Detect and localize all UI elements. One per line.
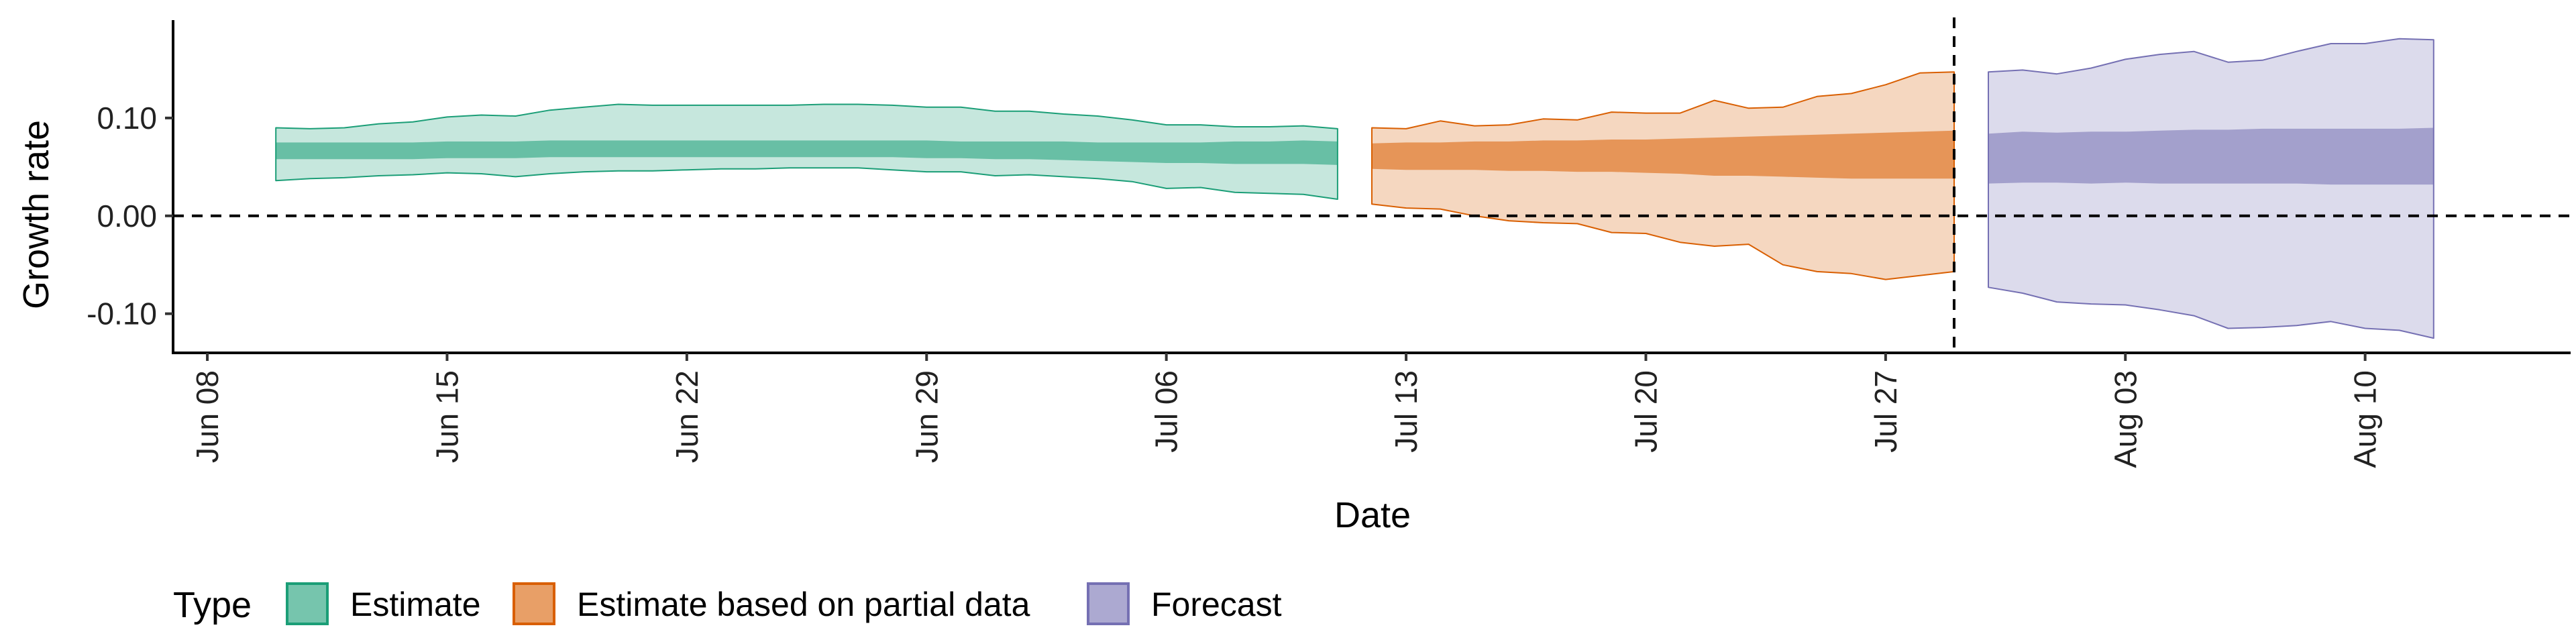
x-tick-label: Aug 10 — [2348, 370, 2383, 468]
series-2 — [1988, 38, 2434, 339]
x-tick-label: Jul 20 — [1628, 370, 1663, 453]
series-2-outer-band — [1988, 38, 2434, 339]
legend-item: Estimate — [286, 582, 481, 625]
legend-items: Estimate Estimate based on partial data Fo… — [286, 582, 1282, 625]
legend-title: Type — [173, 585, 252, 625]
legend-label: Estimate — [350, 586, 481, 623]
x-tick-label: Jul 13 — [1389, 370, 1424, 453]
x-tick-label: Jun 08 — [190, 370, 225, 463]
x-tick-label: Jul 27 — [1868, 370, 1903, 453]
axes — [172, 20, 2571, 354]
legend-label: Forecast — [1151, 586, 1282, 623]
legend: Type Estimate Estimate based on partial d… — [173, 582, 1282, 625]
x-axis-ticks: Jun 08 Jun 15 Jun 22 Jun 29 Jul 06 Jul 13 Jul … — [190, 353, 2383, 468]
x-tick-label: Jun 22 — [669, 370, 704, 463]
series-2-inner-band — [1988, 127, 2434, 185]
series-1 — [1371, 71, 1955, 280]
series-bands — [275, 38, 2434, 339]
series-0-inner-band — [276, 140, 1338, 165]
y-tick-label: 0.00 — [97, 199, 157, 233]
x-tick-label: Aug 03 — [2108, 370, 2143, 468]
x-tick-label: Jul 06 — [1149, 370, 1184, 453]
legend-item: Forecast — [1087, 582, 1282, 625]
series-0 — [275, 103, 1338, 200]
legend-label: Estimate based on partial data — [577, 586, 1030, 623]
legend-swatch — [1087, 582, 1130, 625]
legend-item: Estimate based on partial data — [513, 582, 1030, 625]
y-tick-label: -0.10 — [87, 297, 157, 331]
x-tick-label: Jun 29 — [909, 370, 944, 463]
series-1-inner-band — [1372, 130, 1954, 179]
legend-swatch — [513, 582, 555, 625]
x-axis-title: Date — [1334, 495, 1411, 535]
y-axis-title: Growth rate — [16, 120, 56, 309]
y-tick-label: 0.10 — [97, 101, 157, 136]
legend-swatch — [286, 582, 329, 625]
x-tick-label: Jun 15 — [429, 370, 464, 463]
y-axis-ticks: 0.10 0.00 -0.10 — [87, 101, 173, 331]
reference-lines — [173, 17, 2571, 353]
